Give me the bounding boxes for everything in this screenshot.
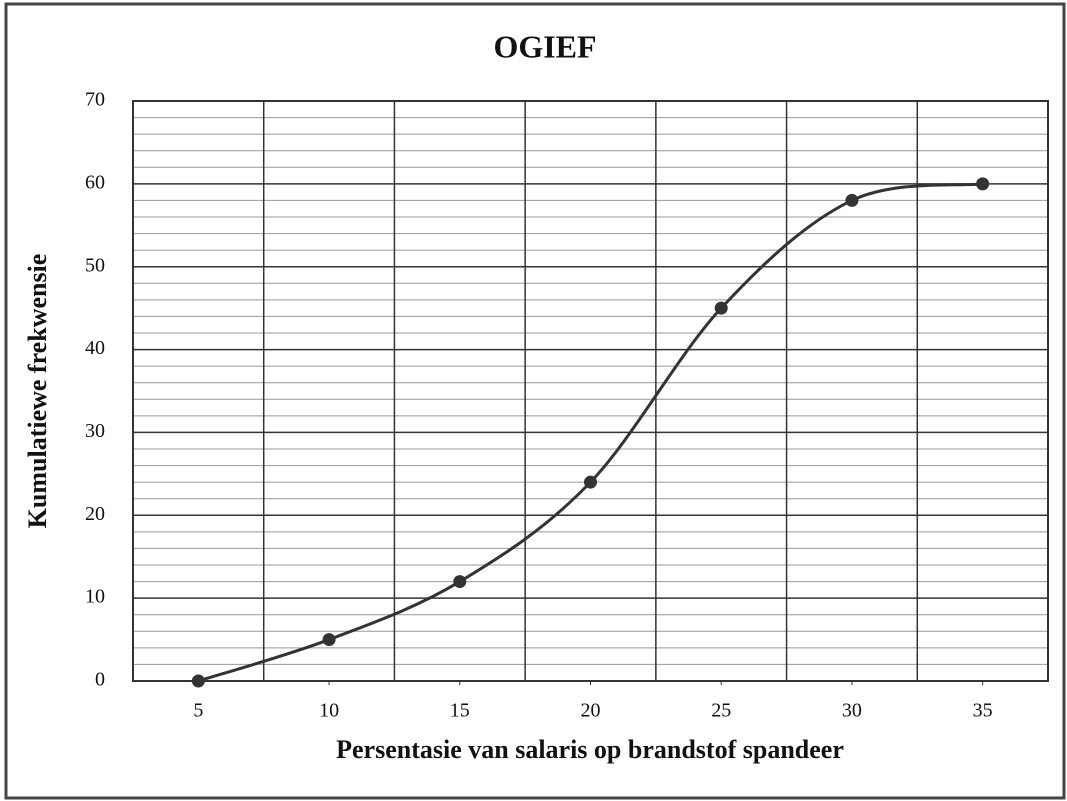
x-tick-label: 15	[450, 700, 470, 722]
x-tick-label: 5	[193, 700, 203, 722]
y-axis-label: Kumulatiewe frekwensie	[23, 254, 52, 529]
y-tick-label: 30	[85, 420, 105, 442]
chart-title: OGIEF	[493, 28, 596, 64]
y-tick-label: 0	[95, 669, 105, 691]
x-tick-label: 25	[711, 700, 731, 722]
x-tick-label: 10	[319, 700, 339, 722]
x-tick-label: 30	[842, 700, 862, 722]
x-axis-label: Persentasie van salaris op brandstof spa…	[336, 735, 844, 764]
point	[714, 301, 728, 315]
x-tick-label: 20	[581, 700, 601, 722]
point	[584, 475, 597, 489]
point	[976, 177, 990, 191]
plot-border	[132, 100, 1049, 682]
point	[191, 674, 205, 688]
point	[845, 193, 859, 207]
y-tick-label: 20	[85, 503, 105, 525]
y-tick-label: 40	[85, 337, 105, 359]
point	[322, 633, 336, 647]
frame	[4, 2, 1066, 800]
y-tick-label: 10	[85, 586, 105, 608]
y-tick-label: 60	[85, 171, 105, 193]
y-tick-label: 70	[85, 89, 105, 111]
point	[453, 575, 467, 589]
x-tick-label: 35	[973, 700, 993, 722]
y-tick-label: 50	[85, 254, 105, 276]
